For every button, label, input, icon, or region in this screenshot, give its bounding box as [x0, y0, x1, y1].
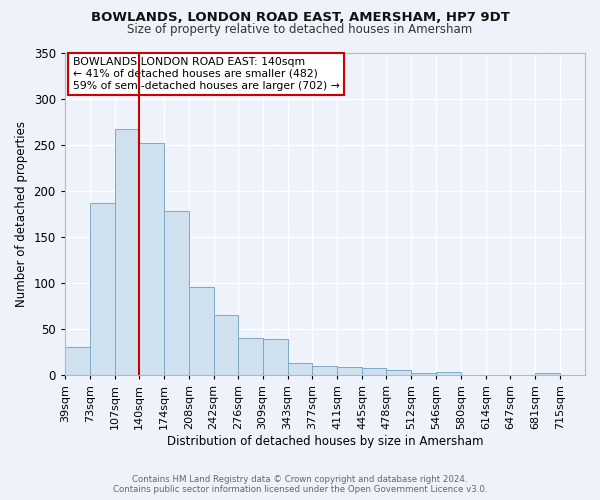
X-axis label: Distribution of detached houses by size in Amersham: Distribution of detached houses by size …: [167, 434, 483, 448]
Bar: [412, 373, 436, 375]
Bar: [313, 366, 337, 375]
Bar: [164, 211, 188, 375]
Bar: [362, 368, 386, 375]
Bar: [287, 363, 313, 375]
Bar: [263, 339, 287, 375]
Bar: [65, 347, 90, 375]
Text: Size of property relative to detached houses in Amersham: Size of property relative to detached ho…: [127, 23, 473, 36]
Text: BOWLANDS, LONDON ROAD EAST, AMERSHAM, HP7 9DT: BOWLANDS, LONDON ROAD EAST, AMERSHAM, HP…: [91, 11, 509, 24]
Bar: [535, 373, 560, 375]
Bar: [139, 142, 164, 375]
Bar: [188, 288, 214, 375]
Bar: [238, 338, 263, 375]
Bar: [386, 370, 412, 375]
Bar: [214, 315, 238, 375]
Bar: [90, 202, 115, 375]
Text: Contains HM Land Registry data © Crown copyright and database right 2024.
Contai: Contains HM Land Registry data © Crown c…: [113, 474, 487, 494]
Bar: [436, 372, 461, 375]
Y-axis label: Number of detached properties: Number of detached properties: [15, 120, 28, 306]
Bar: [337, 368, 362, 375]
Text: BOWLANDS LONDON ROAD EAST: 140sqm
← 41% of detached houses are smaller (482)
59%: BOWLANDS LONDON ROAD EAST: 140sqm ← 41% …: [73, 58, 340, 90]
Bar: [115, 129, 139, 375]
